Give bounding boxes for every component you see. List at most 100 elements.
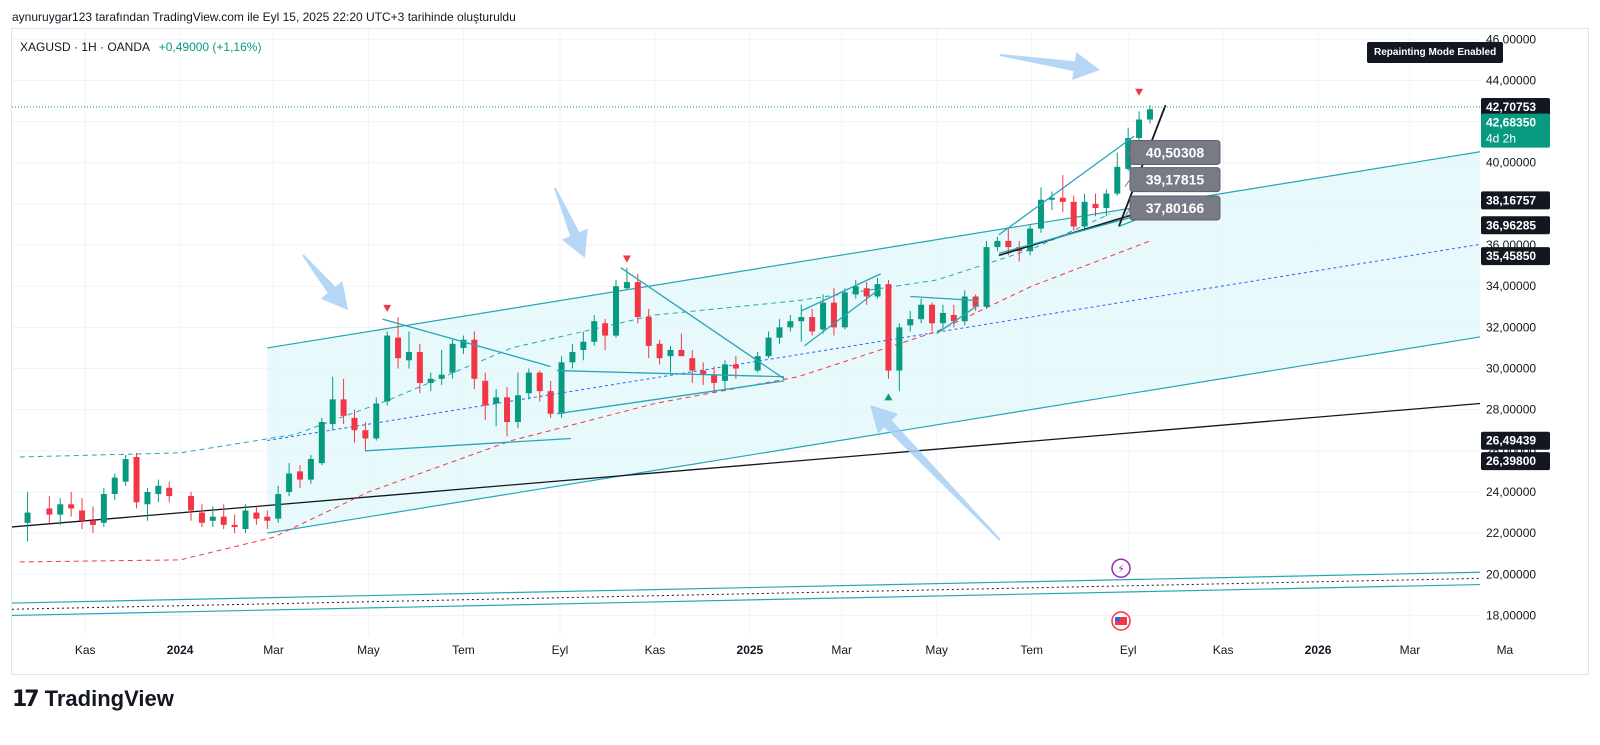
candle-body [514,395,521,423]
candle-body [504,397,511,423]
candle-body [46,508,53,515]
time-tick-label: Kas [645,643,666,657]
candle-body [286,473,293,492]
candle-body [155,485,162,495]
time-tick-label: Ma [1497,643,1514,657]
tradingview-logo[interactable]: 17 TradingView [12,686,174,712]
time-tick-label: Eyl [1120,643,1137,657]
candle-body [896,327,903,371]
candle-body [721,364,728,381]
candle-body [24,512,31,523]
candle-body [275,494,282,519]
pattern-drawings: 40,50308 39,17815 37,80166 ⚡ [12,52,1480,631]
candle-body [1092,203,1099,209]
target-callout: 40,50308 [1124,139,1221,165]
candle-body [798,317,805,322]
channel-mid-line [267,243,1481,442]
candle-body [809,317,816,332]
candle-body [907,319,914,326]
candle-body [166,487,173,497]
countdown-text: 4d 2h [1486,132,1516,146]
candle-body [776,327,783,338]
symbol-name[interactable]: XAGUSD · 1H · OANDA [20,40,150,54]
callout-pointer [1124,152,1131,158]
candle-body [645,317,652,346]
candle-body [144,491,151,505]
candle-body [482,380,489,406]
candle-body [1059,197,1066,202]
arrow-icon [870,405,1001,541]
candle-body [362,430,369,439]
sell-marker-icon [1135,88,1144,96]
sell-marker-icon [622,255,631,263]
candle-body [68,504,75,509]
candle-body [1027,228,1034,252]
price-label-bg [1481,452,1550,471]
symbol-legend[interactable]: XAGUSD · 1H · OANDA +0,49000 (+1,16%) [20,40,261,54]
bottom-channel-mid [11,577,1481,610]
candle-body [678,349,685,357]
candle-body [79,510,86,521]
candle-body [427,378,434,383]
candle-body [253,512,260,519]
target-callout: 37,80166 [1124,195,1221,221]
candle-body [329,399,336,425]
lightning-glyph-icon: ⚡ [1117,562,1125,575]
callout-text: 40,50308 [1146,144,1205,160]
candle-body [634,282,641,318]
candle-body [841,292,848,328]
price-tick-label: 34,00000 [1486,279,1536,293]
candle-body [1125,138,1132,169]
price-axis-label: 38,16757 [1481,191,1550,210]
time-tick-label: Kas [75,643,96,657]
pattern-line [998,135,1135,236]
time-tick-label: 2026 [1305,643,1332,657]
candle-body [885,284,892,371]
price-tick-label: 28,00000 [1486,403,1536,417]
candle-body [449,343,456,373]
candle-body [1114,166,1121,194]
candle-body [852,286,859,295]
candle-body [416,352,423,383]
price-label-bg [1481,431,1550,450]
candle-body [1103,193,1110,209]
candle-body [961,296,968,322]
price-tick-label: 24,00000 [1486,485,1536,499]
candle-body [569,352,576,363]
callout-text: 37,80166 [1146,200,1205,216]
candle-body [547,391,554,414]
candle-body [613,286,620,336]
chart-caption: aynuruygar123 tarafından TradingView.com… [12,10,516,24]
price-label-text: 42,70753 [1486,100,1536,114]
candle-body [787,321,794,328]
target-callout: 39,17815 [1124,167,1221,193]
time-tick-label: Mar [263,643,284,657]
pattern-line [556,380,785,415]
buy-marker-icon [884,393,893,401]
candle-body [460,339,467,348]
price-label-bg [1481,247,1550,266]
price-label-bg [1481,191,1550,210]
candle-body [972,296,979,307]
time-tick-label: Mar [831,643,852,657]
candle-body [1070,201,1077,227]
time-axis[interactable]: Kas 2024 Mar May Tem Eyl Kas 2025 Mar May Tem Eyl Ka… [12,636,1514,674]
candle-body [525,372,532,394]
candle-body [536,372,543,392]
candle-body [623,282,630,289]
candle-body [220,516,227,525]
tradingview-logo-text: TradingView [44,686,174,711]
chart-frame [11,28,1589,675]
bottom-channel-lower [11,583,1481,617]
candle-body [57,504,64,515]
channel-drawings [11,151,1481,617]
price-tick-label: 18,00000 [1486,608,1536,622]
candle-body [1081,201,1088,227]
candle-body [100,494,107,523]
pattern-line [382,318,551,368]
price-axis-label: 36,96285 [1481,216,1550,235]
price-tick-label: 40,00000 [1486,156,1536,170]
candle-body [198,512,205,523]
pattern-line [803,287,882,347]
